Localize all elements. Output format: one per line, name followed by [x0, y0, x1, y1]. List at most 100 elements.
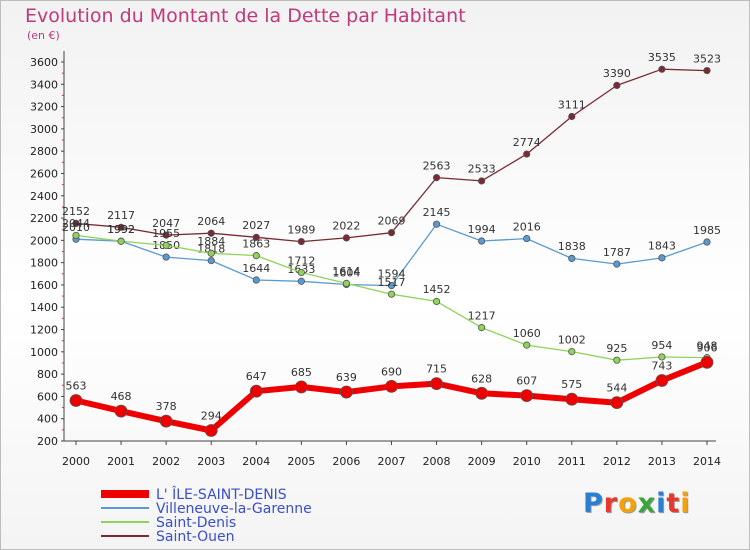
data-label: 3390 — [603, 67, 631, 80]
data-point — [432, 297, 441, 306]
data-point — [700, 355, 714, 369]
x-tick-label: 2004 — [242, 455, 270, 468]
y-tick-label: 3000 — [30, 123, 58, 136]
y-tick-label: 800 — [37, 368, 58, 381]
data-label: 690 — [381, 365, 402, 378]
data-point — [478, 177, 486, 185]
x-tick-label: 2013 — [648, 455, 676, 468]
x-tick-label: 2003 — [197, 455, 225, 468]
data-point — [523, 150, 531, 158]
data-point — [207, 257, 215, 265]
data-point — [342, 234, 351, 242]
data-point — [162, 241, 170, 249]
data-label: 2533 — [468, 163, 496, 176]
legend-item: Villeneuve-la-Garenne — [101, 501, 312, 517]
legend-item: Saint-Ouen — [101, 529, 235, 545]
data-label: 1994 — [468, 223, 496, 236]
data-label: 1992 — [107, 223, 135, 236]
x-tick-label: 2000 — [62, 455, 90, 468]
data-point — [703, 66, 711, 75]
data-point — [249, 384, 263, 398]
data-label: 1863 — [242, 237, 270, 250]
x-tick-label: 2014 — [693, 455, 721, 468]
data-label: 1452 — [423, 283, 451, 296]
data-label: 1060 — [513, 327, 541, 340]
data-label: 1604 — [332, 266, 360, 279]
data-label: 2044 — [62, 217, 90, 230]
data-label: 2774 — [513, 136, 541, 149]
y-tick-label: 2800 — [30, 145, 58, 158]
y-tick-label: 1800 — [30, 257, 58, 270]
logo-letter: x — [637, 488, 657, 519]
x-tick-label: 2011 — [558, 455, 586, 468]
data-point — [658, 65, 666, 73]
data-point — [297, 268, 305, 277]
y-tick-label: 2600 — [30, 167, 58, 180]
data-label: 1594 — [378, 267, 406, 280]
x-tick-label: 2005 — [287, 455, 315, 468]
data-point — [387, 282, 396, 290]
data-point — [252, 233, 260, 241]
logo-letter: i — [680, 488, 691, 519]
data-point — [297, 237, 305, 246]
data-point — [72, 231, 80, 240]
data-label: 2069 — [378, 214, 406, 227]
legend-item: Saint-Denis — [101, 515, 236, 531]
y-tick-label: 400 — [37, 413, 58, 426]
x-tick-label: 2007 — [378, 455, 406, 468]
data-point — [387, 290, 396, 298]
logo-letter: r — [603, 488, 619, 519]
data-label: 3535 — [648, 51, 676, 64]
data-label: 639 — [336, 371, 357, 384]
data-label: 2152 — [62, 205, 90, 218]
legend-item: L' ÎLE-SAINT-DENIS — [101, 485, 287, 503]
legend-label: L' ÎLE-SAINT-DENIS — [156, 485, 287, 503]
series-2: 2044 1992 1955 1884 1863 1712 1614 1517 1452 1217… — [62, 217, 718, 364]
data-label: 1614 — [332, 265, 360, 278]
x-tick-label: 2010 — [513, 455, 541, 468]
data-point — [658, 254, 666, 262]
chart-subtitle: (en €) — [27, 29, 60, 42]
data-point — [565, 392, 579, 406]
data-point — [430, 377, 443, 390]
x-tick-label: 2006 — [332, 455, 360, 468]
x-tick-label: 2002 — [152, 455, 180, 468]
data-point — [613, 356, 621, 364]
data-point — [117, 223, 125, 231]
series-1: 2010199218501818164416331604159421451994… — [62, 206, 721, 290]
data-point — [114, 404, 128, 418]
data-point — [342, 279, 351, 287]
data-point — [297, 277, 305, 285]
data-label: 378 — [156, 400, 177, 413]
data-label: 294 — [201, 410, 222, 423]
data-label: 628 — [471, 372, 492, 385]
data-point — [340, 385, 353, 399]
data-point — [204, 424, 218, 437]
data-label: 2563 — [423, 159, 451, 172]
series-3: 563 468 378 294 647 685 639 690 715 628 607 575 544 7… — [66, 341, 718, 437]
x-tick-label: 2009 — [468, 455, 496, 468]
y-tick-label: 3600 — [30, 56, 58, 69]
data-point — [478, 237, 486, 245]
data-point — [432, 173, 441, 182]
data-label: 1002 — [558, 333, 586, 346]
data-label: 1843 — [648, 240, 676, 253]
data-label: 3523 — [693, 52, 721, 65]
data-point — [159, 414, 173, 428]
chart-title: Evolution du Montant de la Dette par Hab… — [25, 5, 466, 27]
data-label: 2064 — [197, 215, 225, 228]
y-tick-label: 1600 — [30, 279, 58, 292]
data-label: 743 — [651, 359, 672, 372]
data-label: 607 — [516, 375, 537, 388]
x-tick-label: 2008 — [423, 455, 451, 468]
data-point — [162, 231, 170, 239]
x-tick-label: 2012 — [603, 455, 631, 468]
data-label: 1985 — [693, 224, 721, 237]
y-tick-label: 3200 — [30, 101, 58, 114]
data-label: 925 — [606, 342, 627, 355]
data-point — [523, 341, 531, 349]
logo-letter: o — [618, 488, 638, 519]
data-point — [387, 229, 396, 237]
legend-label: Villeneuve-la-Garenne — [156, 501, 312, 517]
data-label: 1838 — [558, 240, 586, 253]
